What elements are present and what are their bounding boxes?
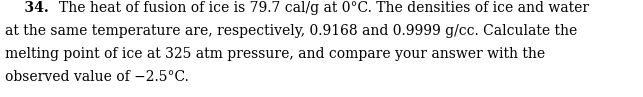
Text: melting point of ice at 325 atm pressure, and compare your answer with the: melting point of ice at 325 atm pressure… [5, 47, 545, 61]
Text: 34.: 34. [5, 1, 59, 15]
Text: The heat of fusion of ice is 79.7 cal/g at 0°C. The densities of ice and water: The heat of fusion of ice is 79.7 cal/g … [59, 1, 589, 15]
Text: at the same temperature are, respectively, 0.9168 and 0.9999 g/cc. Calculate the: at the same temperature are, respectivel… [5, 24, 577, 38]
Text: observed value of −2.5°C.: observed value of −2.5°C. [5, 71, 189, 84]
